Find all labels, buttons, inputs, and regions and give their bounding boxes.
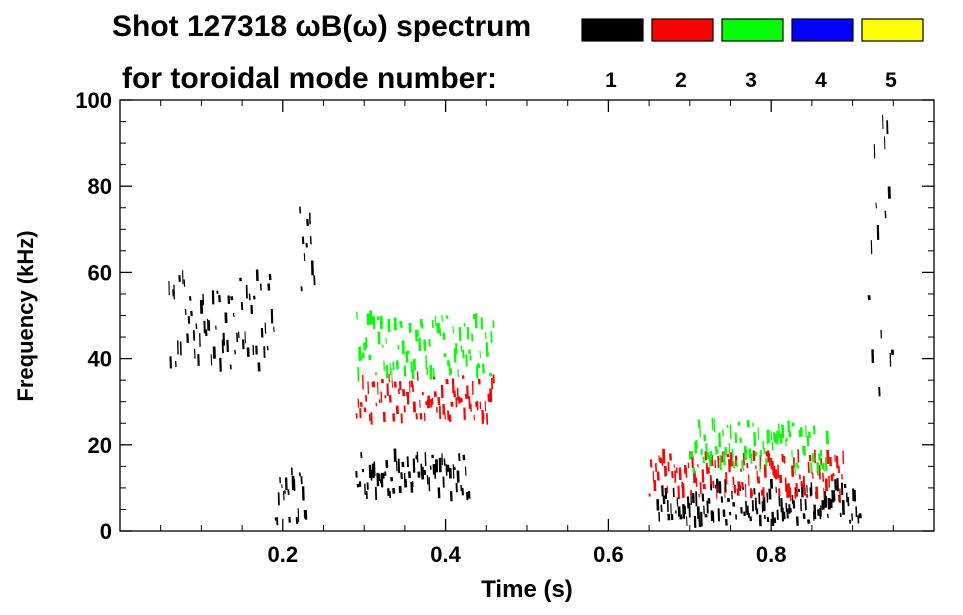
- feature-1: [274, 467, 308, 526]
- x-tick-label: 0.4: [430, 542, 461, 567]
- legend-swatch-3: [721, 18, 784, 42]
- y-tick-label: 40: [88, 347, 112, 372]
- x-axis-label: Time (s): [481, 576, 573, 603]
- y-tick-label: 100: [75, 88, 112, 113]
- legend-swatch-5: [861, 18, 924, 42]
- x-tick-label: 0.6: [593, 542, 624, 567]
- y-tick-label: 60: [88, 260, 112, 285]
- x-tick-label: 0.2: [268, 542, 299, 567]
- y-tick-label: 80: [88, 174, 112, 199]
- legend-label-3: 3: [745, 69, 757, 92]
- axes: 0.2 0.4 0.6 0.8 0 20 40 60 80 100: [75, 88, 934, 567]
- legend-label-4: 4: [815, 69, 827, 92]
- feature-5: [356, 310, 495, 382]
- legend-label-5: 5: [885, 69, 897, 92]
- feature-3: [355, 448, 471, 502]
- x-tick-label: 0.8: [756, 542, 787, 567]
- feature-6: [656, 476, 862, 528]
- legend-label-1: 1: [605, 69, 617, 92]
- y-tick-label: 20: [88, 433, 112, 458]
- legend: 1 2 3 4 5: [581, 18, 924, 92]
- feature-2: [299, 206, 316, 292]
- spectrum-data: [168, 114, 895, 528]
- chart-title-line1: Shot 127318 ωB(ω) spectrum: [112, 10, 531, 43]
- feature-0: [168, 269, 275, 372]
- y-tick-label: 0: [100, 519, 112, 544]
- feature-9: [867, 114, 895, 397]
- legend-swatch-2: [651, 18, 714, 42]
- feature-8: [688, 417, 829, 476]
- legend-swatch-4: [791, 18, 854, 42]
- chart-title-line2: for toroidal mode number:: [122, 62, 497, 95]
- feature-7: [648, 448, 845, 504]
- legend-label-2: 2: [675, 69, 687, 92]
- feature-4: [355, 371, 495, 425]
- legend-swatch-1: [581, 18, 644, 42]
- y-axis-label: Frequency (kHz): [13, 230, 38, 401]
